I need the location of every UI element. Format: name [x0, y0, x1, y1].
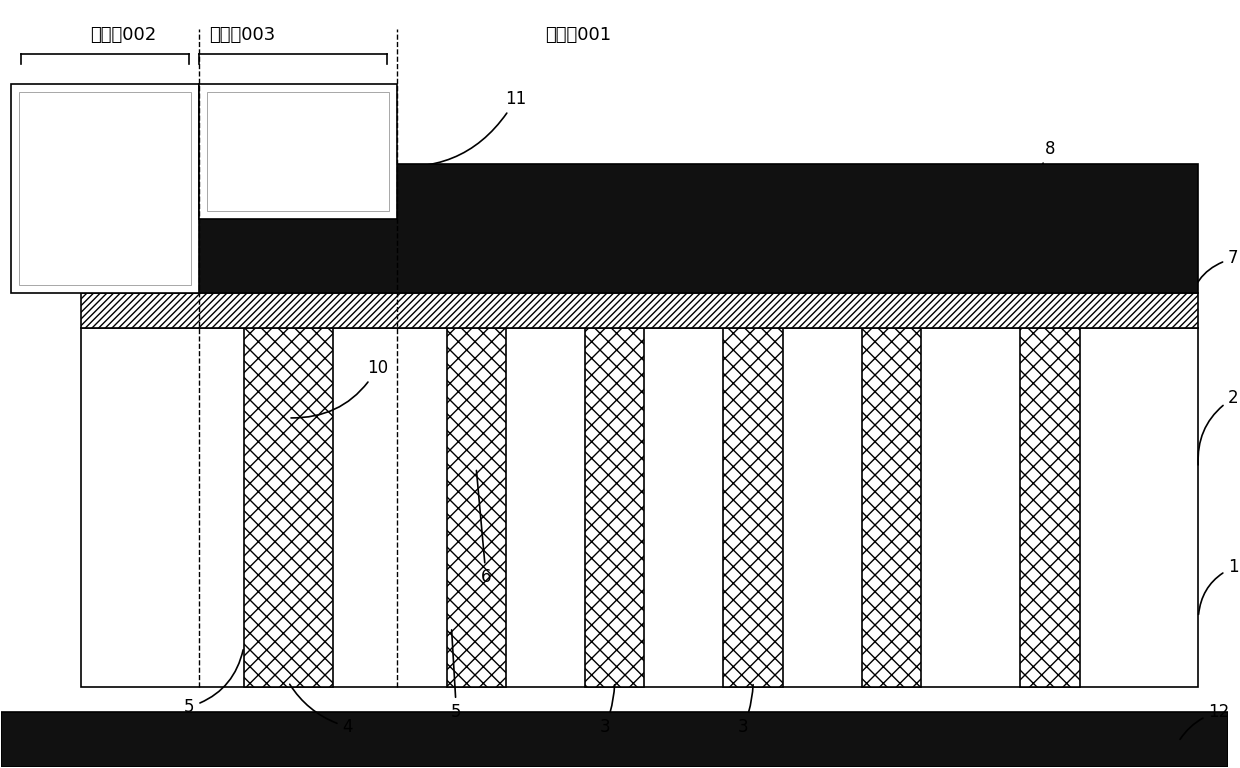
Bar: [81, 293, 1198, 328]
Text: 有源区001: 有源区001: [546, 26, 611, 45]
Bar: [81, 164, 1198, 293]
Text: 3: 3: [599, 685, 615, 736]
Bar: [11, 84, 200, 293]
Text: 12: 12: [1180, 703, 1229, 740]
Text: 终端区002: 终端区002: [91, 26, 156, 45]
Text: 6: 6: [476, 471, 491, 586]
Text: 1: 1: [1199, 558, 1239, 614]
Bar: [244, 328, 332, 687]
Text: 4: 4: [290, 684, 353, 736]
Text: 5: 5: [184, 650, 243, 716]
Text: 10: 10: [291, 359, 388, 418]
Bar: [200, 84, 397, 219]
Bar: [207, 92, 389, 210]
Text: 5: 5: [451, 630, 461, 721]
Text: 8: 8: [944, 140, 1055, 228]
Text: 11: 11: [379, 90, 527, 167]
Bar: [723, 328, 782, 687]
Bar: [446, 328, 506, 687]
Bar: [19, 92, 191, 286]
Bar: [81, 328, 1198, 687]
Text: 2: 2: [1198, 389, 1239, 465]
Bar: [862, 328, 921, 687]
Text: 9: 9: [31, 190, 42, 207]
Bar: [1, 712, 1228, 766]
Text: 过渡区003: 过渡区003: [210, 26, 275, 45]
Text: 7: 7: [1189, 250, 1239, 309]
Bar: [585, 328, 645, 687]
Bar: [1021, 328, 1080, 687]
Text: 3: 3: [738, 685, 753, 736]
